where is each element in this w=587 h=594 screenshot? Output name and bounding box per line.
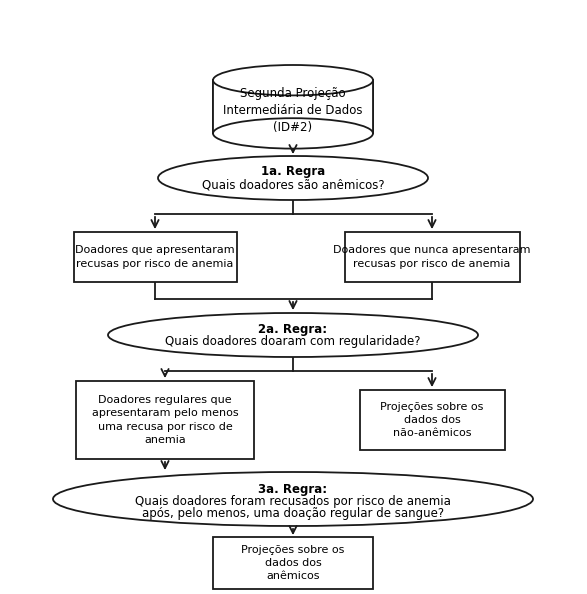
- Text: 1a. Regra: 1a. Regra: [261, 166, 325, 179]
- Text: Projeções sobre os
dados dos
não-anêmicos: Projeções sobre os dados dos não-anêmico…: [380, 402, 484, 438]
- Text: Quais doadores doaram com regularidade?: Quais doadores doaram com regularidade?: [166, 336, 421, 349]
- Ellipse shape: [213, 65, 373, 96]
- Ellipse shape: [108, 313, 478, 357]
- Ellipse shape: [158, 156, 428, 200]
- Text: Projeções sobre os
dados dos
anêmicos: Projeções sobre os dados dos anêmicos: [241, 545, 345, 581]
- FancyBboxPatch shape: [213, 537, 373, 589]
- Text: Quais doadores foram recusados por risco de anemia: Quais doadores foram recusados por risco…: [135, 494, 451, 507]
- Text: Segunda Projeção
Intermediária de Dados
(ID#2): Segunda Projeção Intermediária de Dados …: [223, 87, 363, 134]
- FancyBboxPatch shape: [345, 232, 519, 282]
- Ellipse shape: [53, 472, 533, 526]
- Text: Quais doadores são anêmicos?: Quais doadores são anêmicos?: [202, 179, 384, 191]
- Text: Doadores regulares que
apresentaram pelo menos
uma recusa por risco de
anemia: Doadores regulares que apresentaram pelo…: [92, 395, 238, 445]
- Text: 3a. Regra:: 3a. Regra:: [258, 482, 328, 495]
- Ellipse shape: [213, 118, 373, 148]
- FancyBboxPatch shape: [213, 80, 373, 134]
- FancyBboxPatch shape: [76, 381, 254, 459]
- Text: após, pelo menos, uma doação regular de sangue?: após, pelo menos, uma doação regular de …: [142, 507, 444, 520]
- FancyBboxPatch shape: [73, 232, 237, 282]
- Text: Doadores que apresentaram
recusas por risco de anemia: Doadores que apresentaram recusas por ri…: [75, 245, 235, 268]
- Text: Doadores que nunca apresentaram
recusas por risco de anemia: Doadores que nunca apresentaram recusas …: [333, 245, 531, 268]
- FancyBboxPatch shape: [359, 390, 504, 450]
- Text: 2a. Regra:: 2a. Regra:: [258, 323, 328, 336]
